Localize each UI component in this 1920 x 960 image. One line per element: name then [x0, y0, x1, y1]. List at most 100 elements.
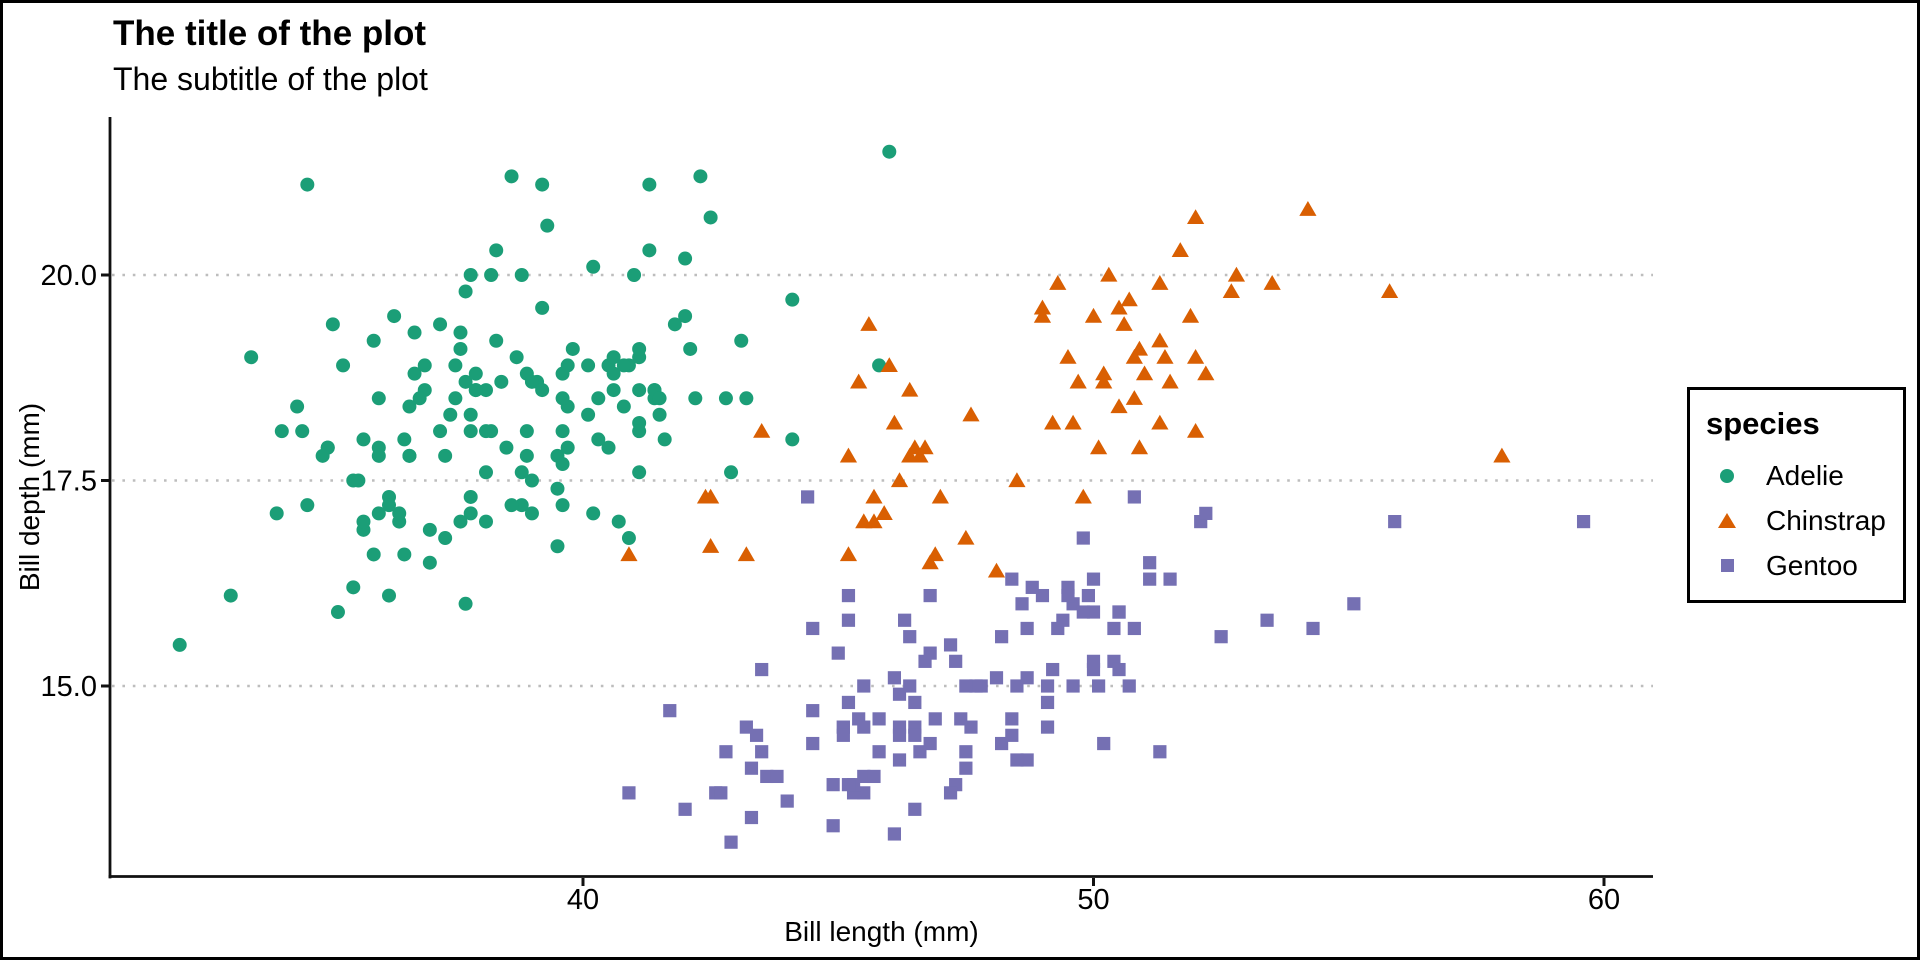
data-point-gentoo — [887, 827, 902, 841]
data-point-adelie — [407, 325, 422, 340]
data-point-gentoo — [887, 671, 902, 685]
data-point-adelie — [489, 333, 504, 348]
data-point-adelie — [606, 350, 621, 365]
data-point-adelie — [494, 374, 509, 389]
data-point-adelie — [632, 383, 647, 398]
data-point-adelie — [693, 169, 708, 184]
data-point-chinstrap — [1493, 447, 1511, 463]
data-point-adelie — [586, 259, 601, 274]
chinstrap-triangle-icon — [1718, 512, 1736, 530]
data-point-chinstrap — [850, 373, 868, 389]
data-point-gentoo — [826, 778, 840, 792]
data-point-adelie — [581, 407, 596, 422]
data-point-adelie — [555, 391, 570, 406]
data-point-gentoo — [1388, 515, 1402, 529]
data-point-adelie — [479, 424, 494, 439]
data-point-adelie — [519, 424, 534, 439]
data-point-gentoo — [1306, 621, 1320, 636]
data-point-adelie — [448, 391, 463, 406]
data-point-adelie — [468, 366, 483, 381]
data-point-adelie — [616, 358, 631, 373]
data-point-gentoo — [1112, 605, 1126, 619]
data-point-gentoo — [1035, 588, 1050, 603]
data-point-adelie — [581, 358, 596, 373]
data-point-adelie — [479, 514, 494, 529]
data-point-adelie — [667, 317, 682, 332]
data-point-adelie — [489, 243, 504, 258]
data-point-gentoo — [923, 736, 937, 751]
data-point-gentoo — [744, 810, 759, 825]
data-point-adelie — [606, 366, 621, 381]
data-point-adelie — [438, 531, 453, 546]
data-point-gentoo — [1214, 630, 1228, 644]
data-point-gentoo — [857, 679, 871, 693]
data-point-adelie — [718, 391, 733, 406]
data-point-adelie — [433, 317, 448, 332]
gentoo-square-icon — [1718, 557, 1736, 575]
data-point-adelie — [463, 506, 478, 521]
data-point-gentoo — [1040, 695, 1055, 710]
data-point-chinstrap — [1151, 275, 1169, 290]
data-point-gentoo — [1005, 572, 1019, 586]
data-point-gentoo — [801, 490, 815, 504]
data-point-adelie — [463, 489, 478, 504]
data-point-gentoo — [760, 769, 774, 784]
data-point-adelie — [591, 391, 606, 406]
data-point-adelie — [336, 358, 351, 373]
data-point-chinstrap — [1008, 472, 1026, 488]
data-point-chinstrap — [1110, 299, 1128, 315]
data-point-gentoo — [714, 786, 728, 800]
data-point-gentoo — [928, 712, 942, 726]
data-point-adelie — [463, 424, 478, 439]
data-point-chinstrap — [1135, 365, 1154, 381]
data-point-chinstrap — [1263, 275, 1281, 290]
data-point-chinstrap — [1090, 439, 1108, 455]
data-point-adelie — [366, 547, 381, 562]
data-point-chinstrap — [1187, 209, 1205, 225]
data-point-chinstrap — [1151, 414, 1169, 430]
data-point-adelie — [703, 210, 718, 225]
x-tick-label: 40 — [567, 884, 599, 916]
data-point-chinstrap — [1161, 373, 1179, 389]
data-point-adelie — [382, 498, 397, 513]
data-point-gentoo — [872, 712, 886, 726]
data-point-gentoo — [1010, 753, 1024, 767]
data-point-gentoo — [1066, 679, 1080, 693]
plot-title: The title of the plot — [113, 14, 427, 53]
data-point-adelie — [882, 144, 897, 159]
data-point-adelie — [565, 341, 580, 356]
data-point-adelie — [438, 448, 453, 463]
data-point-gentoo — [841, 778, 856, 792]
data-point-adelie — [616, 399, 631, 414]
data-point-adelie — [274, 424, 289, 439]
data-point-chinstrap — [880, 357, 898, 373]
data-point-chinstrap — [1156, 349, 1174, 364]
data-point-adelie — [632, 424, 647, 439]
data-point-gentoo — [898, 613, 912, 627]
data-point-gentoo — [989, 671, 1004, 685]
data-point-gentoo — [892, 728, 907, 742]
data-point-chinstrap — [839, 447, 858, 463]
data-point-chinstrap — [865, 488, 883, 504]
data-point-adelie — [244, 350, 259, 365]
data-point-chinstrap — [1222, 283, 1240, 299]
data-point-adelie — [524, 374, 539, 389]
data-point-adelie — [407, 366, 422, 381]
data-point-adelie — [422, 522, 437, 537]
data-point-chinstrap — [1095, 365, 1113, 381]
data-point-gentoo — [959, 745, 973, 759]
scatter-plot: 15.0 17.5 20.0 40 50 60 — [41, 117, 1653, 916]
data-point-gentoo — [903, 679, 917, 693]
data-point-chinstrap — [1151, 332, 1169, 348]
data-point-gentoo — [1122, 679, 1136, 693]
data-point-gentoo — [1347, 597, 1361, 611]
data-point-gentoo — [663, 704, 677, 718]
data-point-gentoo — [959, 679, 973, 693]
data-point-gentoo — [1040, 720, 1055, 734]
data-point-gentoo — [1107, 621, 1121, 636]
data-point-chinstrap — [1380, 283, 1399, 299]
data-point-adelie — [652, 407, 667, 422]
data-point-gentoo — [872, 745, 886, 759]
data-point-adelie — [402, 448, 417, 463]
x-tick-label: 60 — [1588, 884, 1620, 916]
